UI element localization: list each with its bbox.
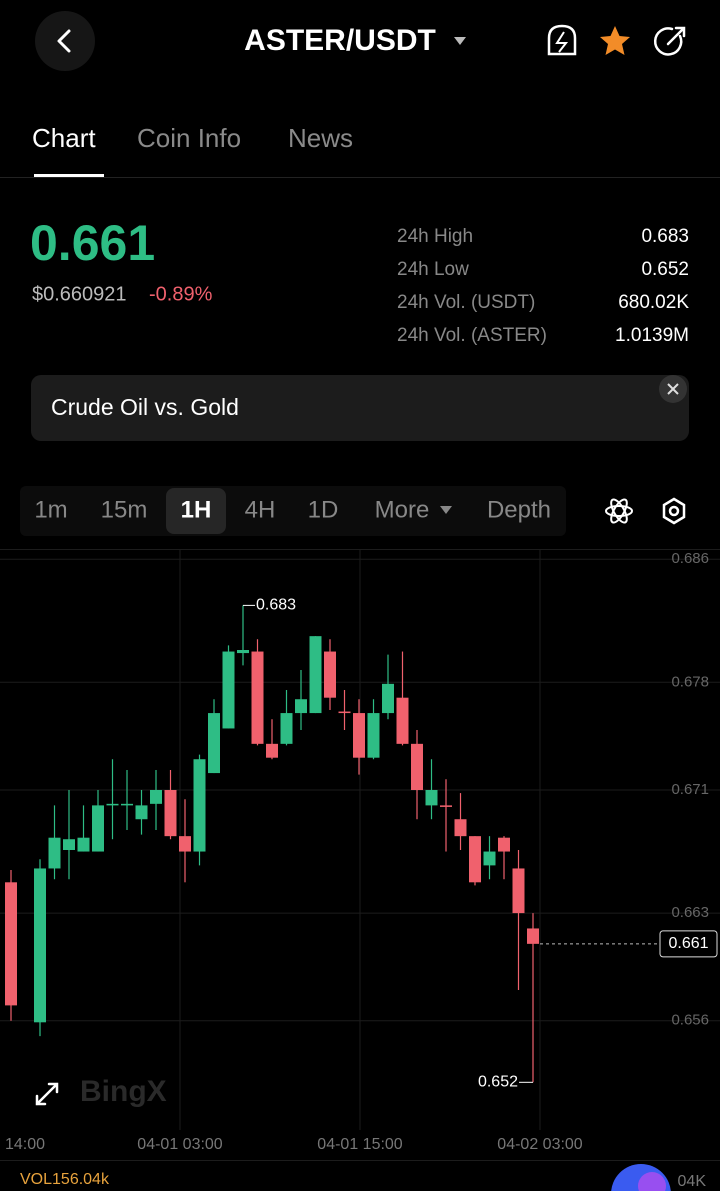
interval-option[interactable]: 15m	[101, 496, 148, 523]
last-price: 0.661	[30, 215, 155, 271]
stat-value: 0.683	[641, 226, 689, 247]
banner-text[interactable]: Crude Oil vs. Gold	[51, 394, 239, 420]
pair-caret[interactable]	[454, 37, 466, 45]
candle-body	[92, 805, 104, 852]
stat-value: 1.0139M	[615, 325, 689, 346]
candle-body	[150, 790, 162, 804]
tab[interactable]: News	[288, 123, 353, 153]
back-button[interactable]	[35, 11, 95, 71]
banner[interactable]	[31, 375, 689, 441]
close-icon	[667, 383, 679, 395]
candle-body	[237, 650, 249, 654]
divider	[0, 1160, 720, 1161]
tab-underline	[34, 174, 104, 177]
fullscreen-icon[interactable]	[35, 1082, 59, 1106]
volume-label: VOL156.04k	[20, 1171, 110, 1188]
candle-body	[164, 790, 177, 837]
candle-body	[454, 819, 467, 837]
candle-body	[324, 651, 336, 698]
volume-axis-label: 04K	[678, 1173, 707, 1190]
y-tick-label: 0.678	[671, 673, 709, 690]
candle-body	[411, 743, 423, 790]
x-tick-label: 14:00	[5, 1136, 45, 1153]
candle-body	[251, 651, 264, 744]
candle-body	[382, 683, 394, 714]
candle-body	[440, 805, 452, 807]
x-tick-label: 04-01 03:00	[137, 1136, 223, 1153]
candle-body	[396, 697, 409, 744]
stat-label: 24h Low	[397, 259, 469, 280]
candle-body	[527, 928, 539, 944]
candle-body	[135, 805, 148, 820]
stat-label: 24h Vol. (USDT)	[397, 292, 535, 313]
candle-body	[309, 636, 322, 714]
interval-option[interactable]: 1H	[181, 496, 212, 523]
candle-body	[34, 868, 46, 1023]
interval-option[interactable]: 4H	[245, 496, 276, 523]
tab-active[interactable]: Chart	[32, 123, 96, 153]
interval-bar	[20, 486, 566, 536]
favorite-icon[interactable]	[600, 26, 630, 55]
candle-body	[338, 711, 351, 714]
more-caret[interactable]	[440, 506, 452, 514]
candle-body	[179, 836, 191, 852]
settings-icon[interactable]	[662, 497, 686, 525]
watermark: BingX	[80, 1075, 167, 1108]
candle-body	[280, 713, 293, 744]
indicator-icon[interactable]	[605, 497, 633, 525]
candle-body	[367, 713, 380, 758]
interval-option[interactable]: 1m	[34, 496, 67, 523]
candle-body	[48, 837, 61, 869]
interval-option[interactable]: Depth	[487, 496, 551, 523]
price-change: -0.89%	[149, 283, 213, 305]
share-icon[interactable]	[653, 26, 686, 56]
stat-value: 0.652	[641, 259, 689, 280]
stat-label: 24h High	[397, 226, 473, 247]
candle-body	[353, 713, 365, 758]
divider	[0, 549, 720, 550]
pair-title[interactable]: ASTER/USDT	[244, 24, 436, 57]
candle-body	[5, 882, 17, 1006]
last-price-label: 0.661	[668, 935, 708, 952]
candle-body	[512, 868, 525, 914]
usd-price: $0.660921	[32, 283, 127, 305]
candle-body	[295, 699, 307, 714]
candle-body	[425, 790, 438, 806]
candle-body	[106, 803, 119, 806]
candle-body	[469, 836, 481, 883]
candle-body	[77, 837, 90, 852]
y-tick-label: 0.656	[671, 1012, 709, 1029]
alert-icon[interactable]	[547, 24, 577, 56]
last-price-box	[659, 930, 718, 958]
candle-body	[63, 839, 75, 850]
low-label: 0.652	[478, 1074, 518, 1091]
candle-body	[498, 837, 510, 852]
interval-option[interactable]: 1D	[308, 496, 339, 523]
back-icon	[57, 29, 71, 53]
y-tick-label: 0.663	[671, 904, 709, 921]
candle-body	[483, 851, 496, 866]
candle-body	[121, 803, 133, 806]
candle-body	[266, 743, 278, 758]
interval-option[interactable]: More	[375, 496, 430, 523]
candle-body	[208, 713, 220, 774]
high-label: 0.683	[256, 597, 296, 614]
candle-body	[193, 759, 206, 852]
y-tick-label: 0.671	[671, 781, 709, 798]
candle-body	[222, 651, 235, 729]
x-tick-label: 04-01 15:00	[317, 1136, 403, 1153]
interval-active-bg	[166, 488, 226, 534]
stat-value: 680.02K	[618, 292, 689, 313]
divider	[0, 177, 720, 178]
stat-label: 24h Vol. (ASTER)	[397, 325, 547, 346]
assistant-avatar-highlight	[638, 1172, 666, 1191]
x-tick-label: 04-02 03:00	[497, 1136, 583, 1153]
y-tick-label: 0.686	[671, 550, 709, 567]
tab[interactable]: Coin Info	[137, 123, 241, 153]
